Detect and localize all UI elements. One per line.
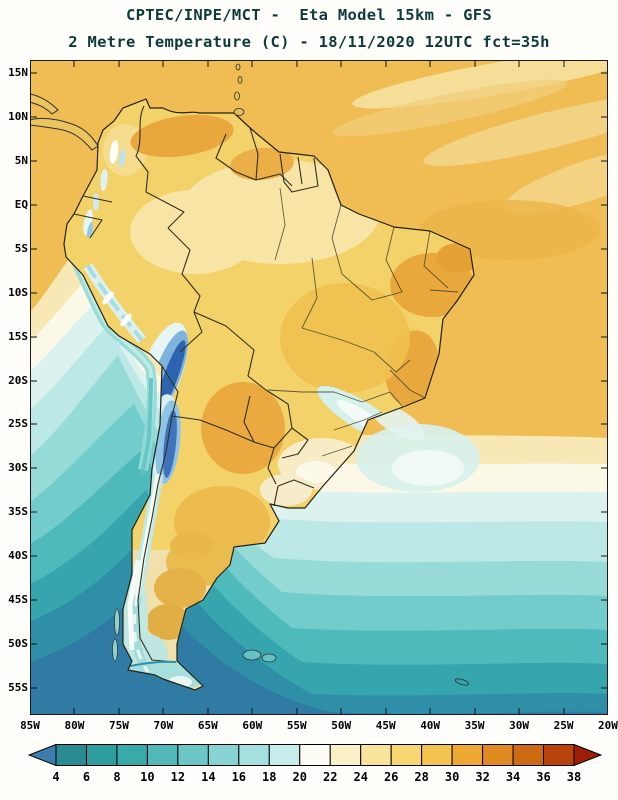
map-image	[30, 60, 608, 715]
lon-label-25W: 25W	[553, 719, 574, 732]
colorbar-tick-28: 28	[414, 770, 429, 784]
colorbar-tick-36: 36	[536, 770, 551, 784]
falkland-island-west	[242, 649, 262, 661]
falkland-island-east	[261, 653, 277, 663]
colorbar-cell	[299, 744, 331, 766]
south-georgia-island	[454, 678, 470, 686]
colorbar-tick-22: 22	[323, 770, 338, 784]
page-subtitle: 2 Metre Temperature (C) - 18/11/2020 12U…	[68, 33, 550, 51]
lat-label-55S: 55S	[8, 681, 28, 695]
colorbar-tick-30: 30	[444, 770, 460, 784]
lon-label-85W: 85W	[20, 719, 40, 732]
colorbar-tick-8: 8	[113, 770, 121, 784]
colorbar-tick-32: 32	[475, 770, 490, 784]
colorbar	[27, 743, 603, 767]
lon-label-45W: 45W	[375, 719, 396, 732]
colorbar-cell	[177, 744, 209, 766]
colorbar-cell	[543, 744, 575, 766]
colorbar-tick-4: 4	[52, 770, 60, 784]
colorbar-tick-12: 12	[170, 770, 186, 784]
chilean-archipelago	[114, 608, 120, 636]
graticule-ticks	[30, 60, 608, 715]
colorbar-cell	[116, 744, 148, 766]
colorbar-tick-38: 38	[566, 770, 582, 784]
lat-label-45S: 45S	[8, 593, 28, 607]
colorbar-tick-24: 24	[353, 770, 368, 784]
lon-label-55W: 55W	[286, 719, 307, 732]
colorbar-tick-26: 26	[383, 770, 399, 784]
lat-label-15N: 15N	[8, 66, 28, 79]
colorbar-cell	[360, 744, 392, 766]
lat-label-25S: 25S	[8, 417, 28, 431]
colorbar-cell	[146, 744, 179, 766]
lat-label-10N: 10N	[8, 109, 28, 123]
lat-label-15S: 15S	[8, 329, 28, 343]
lat-label-10S: 10S	[8, 285, 28, 299]
colorbar-left-arrow	[27, 743, 57, 767]
colorbar-cell	[451, 744, 484, 766]
costa-rica-strip	[30, 93, 59, 115]
lat-label-50S: 50S	[8, 637, 28, 651]
country-borders	[73, 105, 319, 663]
colorbar-tick-20: 20	[292, 770, 307, 784]
lon-label-35W: 35W	[464, 719, 485, 732]
lat-label-20S: 20S	[8, 373, 28, 387]
colorbar-cell	[55, 744, 87, 766]
colorbar-right-arrow	[573, 743, 603, 767]
panama-strip	[30, 117, 99, 151]
colorbar-tick-6: 6	[82, 770, 91, 784]
colorbar-tick-18: 18	[262, 770, 277, 784]
lat-label-35S: 35S	[8, 505, 28, 519]
lat-label-5S: 5S	[14, 241, 28, 255]
lon-label-75W: 75W	[108, 719, 129, 732]
lon-label-60W: 60W	[242, 719, 263, 732]
lon-label-20W: 20W	[598, 719, 618, 732]
colorbar-cell	[329, 744, 362, 766]
antilles-island	[237, 76, 243, 84]
colorbar-tick-10: 10	[140, 770, 155, 784]
colorbar-cell	[421, 744, 453, 766]
map-border	[30, 60, 608, 715]
lat-label-40S: 40S	[8, 549, 28, 563]
colorbar-cell	[268, 744, 301, 766]
lon-label-40W: 40W	[420, 719, 441, 732]
colorbar-cell	[482, 744, 514, 766]
magellan-strait	[129, 660, 177, 667]
colorbar-tick-16: 16	[231, 770, 247, 784]
colorbar-cell	[207, 744, 240, 766]
colorbar-cell	[85, 744, 118, 766]
coastline	[63, 98, 475, 691]
chilean-archipelago	[112, 638, 118, 662]
lat-label-5N: 5N	[14, 153, 28, 167]
lon-label-50W: 50W	[331, 719, 352, 732]
state-borders	[267, 187, 459, 457]
colorbar-cell	[238, 744, 270, 766]
antilles-island	[234, 91, 240, 101]
lon-label-30W: 30W	[509, 719, 529, 732]
map-frame	[30, 60, 608, 715]
lon-label-70W: 70W	[153, 719, 174, 732]
lat-label-30S: 30S	[8, 461, 28, 475]
antilles-island	[235, 63, 241, 71]
colorbar-tick-34: 34	[505, 770, 521, 784]
colorbar-cell	[512, 744, 545, 766]
colorbar-tick-14: 14	[201, 770, 216, 784]
lat-label-EQ: EQ	[14, 197, 28, 211]
lon-label-65W: 65W	[197, 719, 218, 732]
colorbar-cell	[390, 744, 423, 766]
lon-label-80W: 80W	[64, 719, 85, 732]
colorbar-svg	[27, 743, 603, 767]
islands	[30, 63, 470, 686]
page-title: CPTEC/INPE/MCT - Eta Model 15km - GFS	[125, 6, 492, 24]
trinidad-island	[233, 108, 245, 116]
